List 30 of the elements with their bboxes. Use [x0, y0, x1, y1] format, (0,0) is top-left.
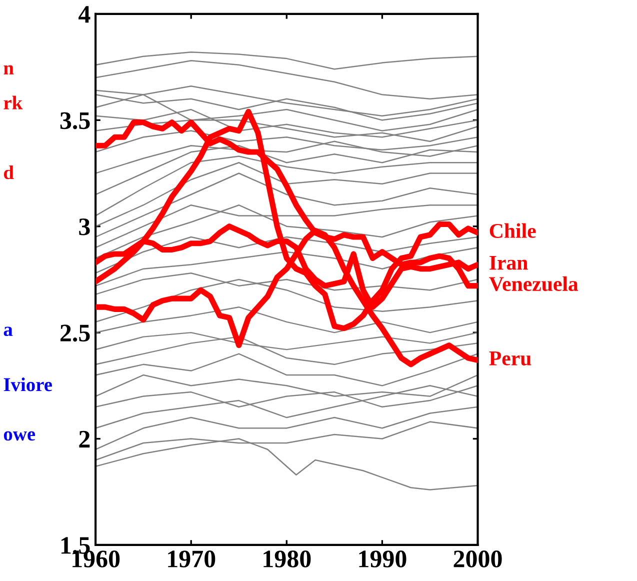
y-tick-label: 3	[79, 218, 90, 236]
line-series	[96, 353, 478, 386]
text: a	[4, 326, 13, 336]
x-tick-label: 1970	[168, 550, 216, 568]
series-label: Iran	[490, 256, 528, 270]
text: rk	[4, 96, 23, 110]
x-tick-label: 1980	[264, 550, 311, 568]
text: n	[4, 65, 14, 74]
line-series	[96, 145, 478, 196]
x-tick-label: 1990	[359, 550, 406, 568]
y-tick-label: 3.5	[60, 112, 90, 130]
line-series	[96, 60, 478, 100]
text: d	[4, 165, 14, 180]
y-tick-label: 4	[78, 6, 90, 23]
line-series	[96, 204, 478, 259]
line-series	[96, 52, 478, 70]
line-series	[96, 172, 478, 238]
series-label: Chile	[490, 223, 536, 238]
line-series	[96, 306, 478, 334]
x-tick-label: 2000	[454, 550, 502, 568]
series-label: Peru	[489, 352, 532, 366]
text: owe	[4, 431, 36, 441]
line-series	[96, 162, 478, 227]
y-tick-label: 2	[79, 430, 90, 448]
series-label: Venezuela	[489, 276, 578, 292]
line-series	[96, 156, 478, 216]
text: Iviore	[4, 378, 52, 392]
y-tick-label: 2.5	[60, 324, 90, 342]
line-series	[96, 406, 478, 450]
line-series	[96, 336, 478, 366]
